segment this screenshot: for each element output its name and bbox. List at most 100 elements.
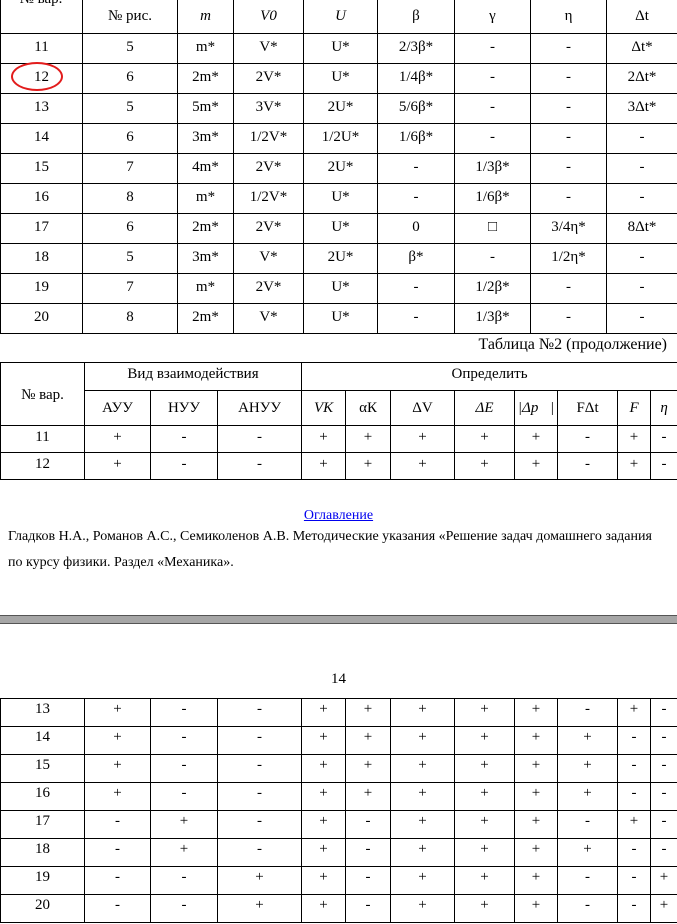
table-cell: - (530, 33, 607, 64)
table-cell: + (390, 698, 455, 727)
table-cell: - (84, 866, 151, 895)
table-cell: V* (233, 33, 304, 64)
column-header: αК (345, 390, 392, 426)
table-cell: 1/6β* (377, 123, 455, 154)
table-cell: + (514, 698, 558, 727)
table-cell: - (217, 838, 302, 867)
table-cell: + (454, 425, 516, 453)
table-cell: + (301, 782, 346, 811)
table-cell: - (606, 153, 677, 184)
table-cell: + (454, 838, 515, 867)
table-cell: - (377, 153, 455, 184)
table-row: 19 7 m* 2V* U* -1/2β* - - (0, 273, 677, 304)
table-cell: - (606, 183, 677, 214)
table-cell: + (514, 726, 558, 755)
table-cell: + (301, 838, 346, 867)
table-cell: 1/2V* (233, 123, 304, 154)
table-cell: 19 (0, 273, 83, 304)
table-cell: + (454, 894, 515, 923)
table-cell: 12 (0, 452, 85, 480)
determine-header: Определить (301, 362, 677, 391)
table-cell: - (216, 452, 303, 480)
table-cell: + (390, 810, 455, 839)
table-cell: + (84, 698, 151, 727)
table-cell: - (150, 866, 218, 895)
table-cell: 2V* (233, 273, 304, 304)
table-cell: m* (177, 183, 234, 214)
table-cell: - (217, 726, 302, 755)
table-cell: - (377, 303, 455, 334)
table-cell: 16 (0, 183, 83, 214)
table-row: 11 + - - + + + + + - + - (0, 425, 677, 453)
table-cell: 3/4η* (530, 213, 607, 244)
table-cell: + (514, 810, 558, 839)
table-cell: + (454, 726, 515, 755)
table-cell: 3V* (233, 93, 304, 124)
table-cell: - (84, 894, 151, 923)
page-separator (0, 615, 677, 624)
table-cell: 11 (0, 33, 83, 64)
column-header: U (303, 0, 378, 34)
table-cell: 2U* (303, 153, 378, 184)
table-cell: 2m* (177, 63, 234, 94)
table-cell: + (217, 866, 302, 895)
column-header: γ (454, 0, 531, 34)
table-cell: - (650, 754, 677, 783)
table-cell: - (606, 273, 677, 304)
table-cell: + (454, 810, 515, 839)
table-cell: 5 (82, 93, 178, 124)
table-cell: 15 (0, 754, 85, 783)
table-cell: + (301, 452, 347, 480)
table-cell: - (84, 810, 151, 839)
table-cell: - (617, 866, 651, 895)
column-header: Δt (606, 0, 677, 34)
table-cell: - (150, 782, 218, 811)
table-cell: - (377, 183, 455, 214)
table-cell: 5 (82, 33, 178, 64)
table-row: 13 + - - + + + + + - + - (0, 698, 677, 727)
table-cell: m* (177, 273, 234, 304)
table-cell: V* (233, 243, 304, 274)
table-cell: 2m* (177, 303, 234, 334)
table-cell: 1/2β* (454, 273, 531, 304)
table-cell: + (84, 726, 151, 755)
table-cell: + (514, 425, 559, 453)
table-cell: - (454, 63, 531, 94)
table-cell: 6 (82, 123, 178, 154)
table-cell: + (514, 838, 558, 867)
table-cell: 11 (0, 425, 85, 453)
table-cell: β* (377, 243, 455, 274)
table-cell: 7 (82, 273, 178, 304)
table-cell: + (514, 782, 558, 811)
table-cell: □ (454, 213, 531, 244)
table-cell: - (606, 303, 677, 334)
table-cell: - (530, 273, 607, 304)
contents-link[interactable]: Оглавление (303, 508, 374, 523)
table-cell: + (301, 425, 347, 453)
column-header: η (650, 390, 677, 426)
table-cell: 2V* (233, 63, 304, 94)
table-row: 18 5 3m* V* 2U* β* -1/2η* - (0, 243, 677, 274)
table-row: 17 6 2m* 2V* U* 0 □ 3/4η* 8Δt* (0, 213, 677, 244)
table-cell: + (514, 754, 558, 783)
table-cell: U* (303, 183, 378, 214)
table-cell: - (606, 123, 677, 154)
table-cell: 2/3β* (377, 33, 455, 64)
table-cell: + (390, 452, 456, 480)
table-cell: - (557, 425, 619, 453)
table-cell: - (557, 698, 618, 727)
table-cell: + (557, 754, 618, 783)
table-cell: - (217, 782, 302, 811)
table-cell: 3m* (177, 123, 234, 154)
table-cell: 3m* (177, 243, 234, 274)
table-cell: + (301, 698, 346, 727)
table-cell: 7 (82, 153, 178, 184)
table-cell: + (345, 726, 391, 755)
table-cell: 13 (0, 93, 83, 124)
table-cell: + (345, 754, 391, 783)
table-row: 15 + - - + + + + + + - - (0, 754, 677, 783)
table-cell: - (217, 810, 302, 839)
table-row: 12 + - - + + + + + - + - (0, 452, 677, 480)
reference-text: Гладков Н.А., Романов А.С., Семиколенов … (8, 529, 652, 570)
